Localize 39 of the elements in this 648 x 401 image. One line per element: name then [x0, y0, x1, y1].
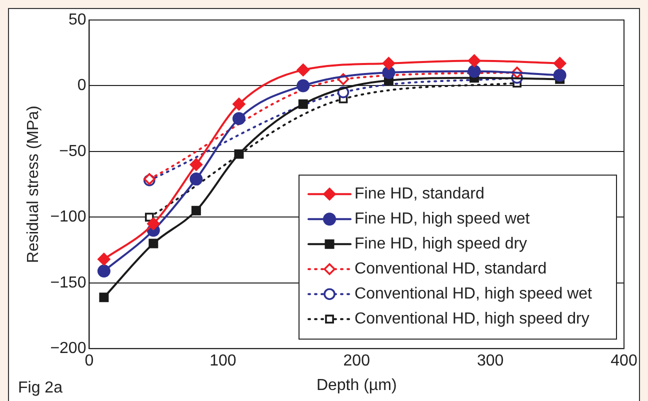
point [232, 112, 246, 126]
point [468, 64, 481, 78]
point [296, 79, 310, 92]
point [232, 98, 246, 111]
x-axis-title: Depth (µm) [316, 376, 397, 394]
point [553, 56, 566, 70]
y-tick-label: 50 [68, 11, 86, 28]
point [148, 238, 158, 248]
y-tick-label: 0 [77, 77, 86, 94]
y-tick-label: −200 [50, 340, 86, 358]
y-tick-label: −150 [50, 274, 86, 292]
legend-label: Fine HD, high speed dry [354, 236, 528, 253]
x-tick-label: 400 [610, 352, 638, 370]
legend-label: Conventional HD, standard [354, 260, 547, 278]
point [298, 99, 308, 109]
point [190, 158, 203, 172]
point [382, 66, 396, 80]
point [191, 206, 201, 216]
caption: Fig 2a [18, 379, 63, 396]
y-tick-label: −100 [50, 208, 86, 226]
point [382, 56, 396, 70]
point [97, 264, 110, 278]
point [553, 68, 566, 82]
legend-label: Fine HD, standard [354, 186, 484, 203]
y-axis-title: Residual stress (MPa) [25, 106, 42, 263]
point [99, 292, 109, 302]
point [190, 172, 203, 186]
point [97, 252, 110, 266]
legend-label: Fine HD, high speed wet [354, 210, 530, 228]
legend-label: Conventional HD, high speed wet [354, 286, 593, 303]
point [296, 63, 310, 76]
x-tick-label: 100 [210, 352, 236, 370]
point [146, 217, 160, 230]
x-tick-label: 300 [476, 352, 504, 370]
point [468, 54, 481, 68]
point [234, 149, 244, 159]
y-tick-label: −50 [59, 142, 86, 160]
legend-label: Conventional HD, high speed dry [354, 310, 590, 328]
x-tick-label: 200 [343, 352, 370, 370]
